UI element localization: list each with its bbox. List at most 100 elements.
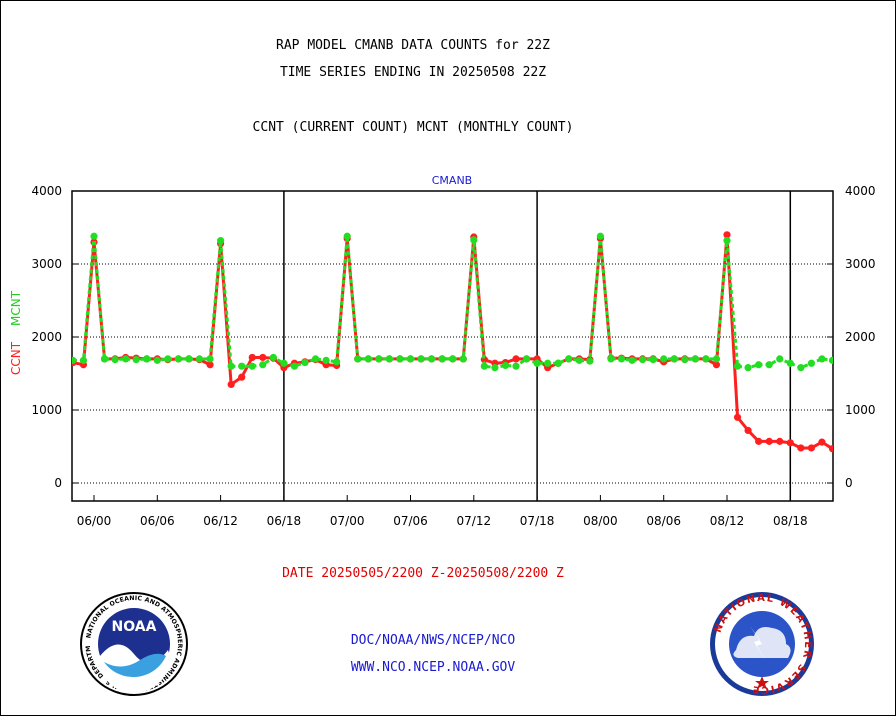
data-point-mcnt bbox=[691, 355, 699, 363]
data-point-mcnt bbox=[153, 356, 161, 364]
x-tick-label: 07/00 bbox=[330, 514, 365, 528]
data-point-mcnt bbox=[322, 356, 330, 364]
data-point-mcnt bbox=[90, 232, 98, 240]
org-path: DOC/NOAA/NWS/NCEP/NCO bbox=[350, 633, 516, 648]
data-point-mcnt bbox=[670, 355, 678, 363]
data-point-ccnt bbox=[238, 373, 246, 381]
data-point-mcnt bbox=[290, 362, 299, 370]
data-point-mcnt bbox=[248, 362, 256, 370]
data-point-mcnt bbox=[238, 362, 246, 370]
data-point-ccnt bbox=[828, 445, 833, 453]
data-point-mcnt bbox=[755, 361, 763, 369]
data-point-mcnt bbox=[628, 356, 636, 364]
data-point-mcnt bbox=[206, 355, 214, 363]
plot-area-border bbox=[71, 190, 834, 502]
data-point-mcnt bbox=[491, 364, 499, 372]
y-tick-label-left: 4000 bbox=[31, 184, 62, 198]
data-point-mcnt bbox=[639, 356, 647, 364]
data-point-ccnt bbox=[755, 437, 763, 445]
data-point-ccnt bbox=[786, 439, 794, 447]
data-point-mcnt bbox=[470, 236, 478, 244]
series-line-ccnt bbox=[72, 234, 833, 451]
data-point-mcnt bbox=[828, 356, 833, 364]
data-point-mcnt bbox=[765, 361, 773, 369]
data-point-mcnt bbox=[733, 362, 742, 370]
data-point-mcnt bbox=[586, 357, 594, 365]
data-point-mcnt bbox=[122, 355, 130, 363]
data-point-mcnt bbox=[333, 358, 341, 366]
x-tick-label: 08/18 bbox=[773, 514, 808, 528]
x-tick-label: 08/06 bbox=[646, 514, 681, 528]
y-tick-label-left: 1000 bbox=[31, 403, 62, 417]
y-tick-label-right: 2000 bbox=[845, 330, 876, 344]
data-point-ccnt bbox=[807, 444, 816, 452]
axis-layer: 0 0 1000 1000 2000 2000 3000 3000 4000 4000 06/00 0… bbox=[31, 184, 875, 528]
data-point-mcnt bbox=[522, 355, 531, 363]
data-point-mcnt bbox=[100, 355, 109, 363]
data-point-mcnt bbox=[195, 355, 204, 363]
chart-title-line1: RAP MODEL CMANB DATA COUNTS for 22Z bbox=[276, 38, 550, 53]
y-tick-label-right: 1000 bbox=[845, 403, 876, 417]
x-tick-label: 08/00 bbox=[583, 514, 618, 528]
y-tick-label-right: 4000 bbox=[845, 184, 876, 198]
y-axis-label-mcnt: MCNT bbox=[9, 290, 23, 326]
data-point-mcnt bbox=[818, 355, 826, 363]
data-point-mcnt bbox=[185, 355, 193, 363]
data-point-mcnt bbox=[744, 364, 752, 372]
data-point-ccnt bbox=[744, 426, 752, 435]
data-point-ccnt bbox=[259, 353, 267, 362]
data-point-mcnt bbox=[259, 361, 267, 369]
data-point-mcnt bbox=[723, 237, 731, 245]
series-layer bbox=[72, 231, 833, 453]
y-tick-label-left: 0 bbox=[54, 476, 62, 490]
data-point-mcnt bbox=[797, 364, 805, 372]
data-point-mcnt bbox=[301, 358, 309, 367]
grid-layer bbox=[72, 191, 833, 501]
chart-subtitle: CCNT (CURRENT COUNT) MCNT (MONTHLY COUNT… bbox=[252, 120, 574, 135]
data-point-mcnt bbox=[660, 355, 668, 363]
data-point-mcnt bbox=[72, 356, 77, 364]
x-tick-label: 07/18 bbox=[520, 514, 555, 528]
data-point-mcnt bbox=[649, 356, 657, 364]
x-tick-label: 06/06 bbox=[140, 514, 175, 528]
x-tick-label: 06/12 bbox=[203, 514, 238, 528]
x-tick-label: 07/06 bbox=[393, 514, 428, 528]
data-point-mcnt bbox=[786, 359, 794, 367]
y-axis-label-ccnt: CCNT bbox=[9, 341, 23, 375]
data-point-mcnt bbox=[480, 362, 488, 370]
data-point-ccnt bbox=[797, 444, 805, 452]
data-point-ccnt bbox=[818, 438, 826, 446]
y-tick-label-left: 3000 bbox=[31, 257, 62, 271]
data-point-mcnt bbox=[607, 355, 615, 363]
data-point-mcnt bbox=[565, 355, 573, 363]
data-point-mcnt bbox=[438, 355, 446, 363]
data-point-mcnt bbox=[375, 355, 383, 363]
data-point-ccnt bbox=[712, 361, 721, 369]
data-point-mcnt bbox=[143, 355, 151, 363]
data-point-mcnt bbox=[544, 359, 552, 367]
data-point-mcnt bbox=[575, 356, 583, 364]
data-point-mcnt bbox=[512, 362, 520, 370]
data-point-mcnt bbox=[269, 353, 277, 362]
data-point-mcnt bbox=[554, 359, 562, 367]
data-point-mcnt bbox=[776, 355, 784, 363]
data-point-mcnt bbox=[533, 359, 541, 367]
data-point-mcnt bbox=[343, 232, 351, 240]
data-point-ccnt bbox=[733, 413, 742, 421]
nws-logo-icon: NATIONAL WEATHER SERVICE bbox=[710, 592, 814, 696]
data-point-mcnt bbox=[396, 355, 404, 363]
data-point-mcnt bbox=[364, 355, 372, 363]
data-point-ccnt bbox=[512, 355, 520, 363]
website-link[interactable]: WWW.NCO.NCEP.NOAA.GOV bbox=[350, 660, 516, 675]
y-tick-label-right: 0 bbox=[845, 476, 853, 490]
data-point-mcnt bbox=[449, 355, 457, 363]
data-point-mcnt bbox=[174, 355, 182, 363]
svg-text:NOAA: NOAA bbox=[112, 619, 157, 635]
data-point-mcnt bbox=[227, 362, 235, 370]
data-point-mcnt bbox=[596, 232, 605, 240]
chart-title-line2: TIME SERIES ENDING IN 20250508 22Z bbox=[279, 65, 547, 80]
x-tick-label: 06/00 bbox=[77, 514, 112, 528]
date-range: DATE 20250505/2200 Z-20250508/2200 Z bbox=[282, 566, 564, 581]
data-point-mcnt bbox=[459, 355, 467, 363]
data-point-mcnt bbox=[681, 356, 689, 364]
